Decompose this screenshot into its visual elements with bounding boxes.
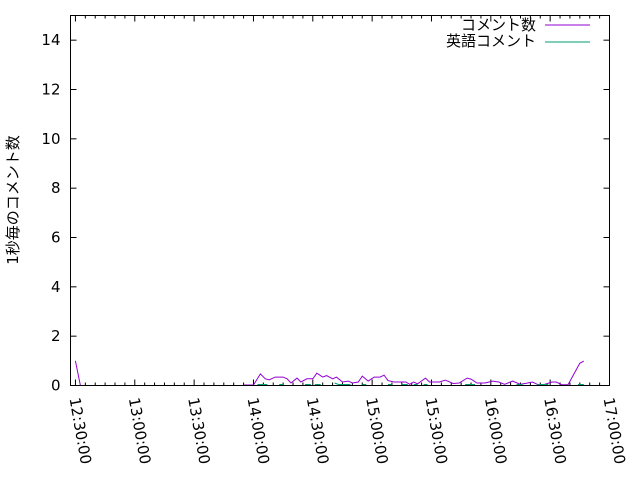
- series-lines: [74, 360, 585, 386]
- x-tick-label: 15:30:00: [422, 396, 451, 465]
- x-tick-label: 14:30:00: [303, 396, 332, 465]
- x-tick-label: 16:30:00: [540, 396, 569, 465]
- x-tick-label: 17:00:00: [600, 396, 629, 465]
- y-tick-label: 4: [51, 278, 61, 296]
- y-tick-label: 0: [51, 377, 61, 395]
- y-tick-label: 6: [51, 229, 61, 247]
- series-line-1: [257, 382, 584, 385]
- x-tick-label: 13:30:00: [184, 396, 213, 465]
- x-tick-label: 15:00:00: [362, 396, 391, 465]
- legend: コメント数 英語コメント: [446, 16, 590, 50]
- y-tick-label: 2: [51, 327, 61, 345]
- y-tick-labels: 0 2 4 6 8 10 12 14: [41, 31, 60, 394]
- legend-label-0: コメント数: [461, 16, 536, 34]
- x-tick-label: 14:00:00: [244, 396, 273, 465]
- y-tick-label: 14: [41, 31, 60, 49]
- plot-frame: [70, 15, 610, 386]
- x-tick-label: 16:00:00: [481, 396, 510, 465]
- x-tick-label: 12:30:00: [66, 396, 95, 465]
- y-tick-label: 8: [51, 179, 61, 197]
- series-line-0: [74, 360, 585, 386]
- x-tick-labels: 12:30:00 13:00:00 13:30:00 14:00:00 14:30:00…: [66, 396, 629, 465]
- x-tick-label: 13:00:00: [125, 396, 154, 465]
- axis-ticks: [70, 15, 610, 386]
- y-tick-label: 10: [41, 130, 60, 148]
- y-axis-label: 1秒毎のコメント数: [4, 135, 22, 265]
- y-tick-label: 12: [41, 81, 60, 99]
- legend-label-1: 英語コメント: [446, 32, 536, 50]
